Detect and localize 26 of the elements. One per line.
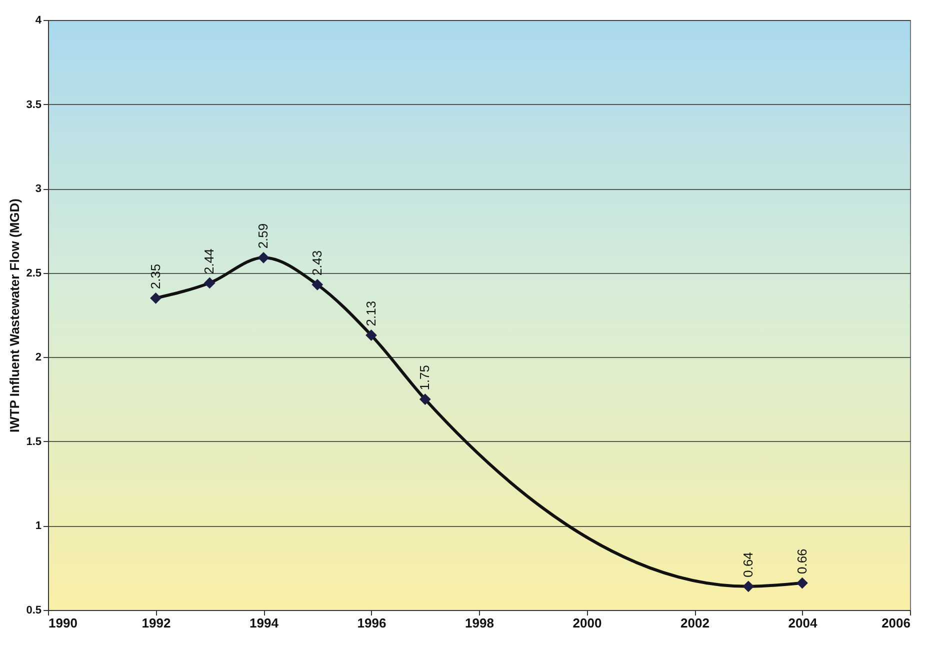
- y-tick-label: 1.5: [26, 436, 42, 448]
- y-tick-label: 2: [35, 352, 42, 364]
- x-tick-label: 1992: [142, 616, 171, 630]
- data-label: 0.64: [740, 552, 756, 578]
- y-tick-label: 0.5: [26, 604, 42, 616]
- data-label: 2.35: [148, 264, 163, 290]
- y-tick-label: 3: [35, 183, 42, 196]
- x-tick-label: 1990: [48, 616, 78, 630]
- data-label: 2.59: [256, 223, 270, 249]
- data-label: 2.13: [363, 300, 378, 326]
- x-tick-label: 2002: [680, 616, 710, 630]
- x-tick-label: 2000: [572, 616, 602, 630]
- data-label: 2.44: [202, 248, 217, 274]
- data-label: 0.66: [794, 548, 810, 574]
- x-tick-label: 1996: [357, 616, 386, 630]
- data-label: 2.43: [309, 250, 324, 276]
- y-tick-label: 4: [35, 14, 42, 26]
- y-tick-label: 1: [35, 520, 42, 532]
- data-label: 1.75: [417, 364, 432, 390]
- y-tick-label: 2.5: [26, 267, 42, 280]
- y-axis-title: IWTP Influent Wastewater Flow (MGD): [7, 198, 22, 432]
- x-tick-label: 2006: [882, 616, 910, 630]
- y-tick-label: 3.5: [26, 98, 42, 111]
- x-tick-label: 1998: [465, 616, 494, 630]
- x-tick-label: 2004: [788, 616, 818, 630]
- x-tick-label: 1994: [250, 616, 280, 630]
